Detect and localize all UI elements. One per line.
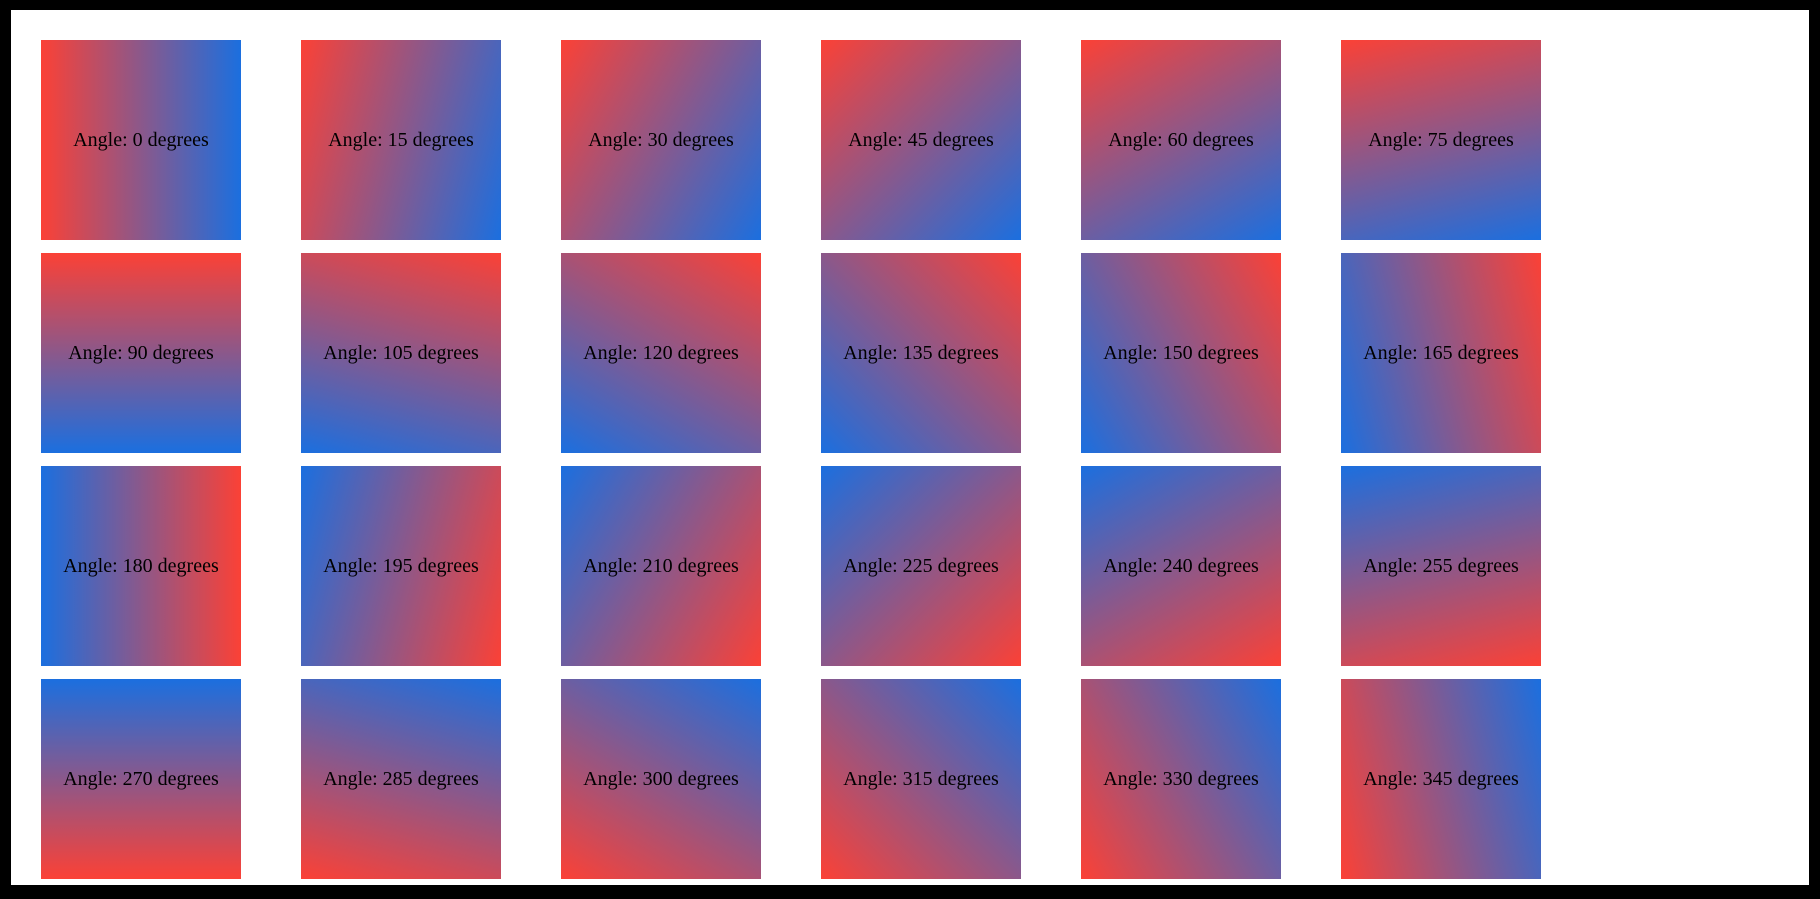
tile-label: Angle: 15 degrees xyxy=(328,129,474,151)
tile-label: Angle: 75 degrees xyxy=(1368,129,1514,151)
gradient-tile: Angle: 345 degrees xyxy=(1341,679,1541,879)
figure-surface: Angle: 0 degrees Angle: 15 degrees Angle: … xyxy=(11,10,1809,885)
tile-label: Angle: 30 degrees xyxy=(588,129,734,151)
gradient-tile: Angle: 90 degrees xyxy=(41,253,241,453)
tile-label: Angle: 180 degrees xyxy=(63,555,219,577)
gradient-tile: Angle: 165 degrees xyxy=(1341,253,1541,453)
tile-label: Angle: 270 degrees xyxy=(63,768,219,790)
tile-label: Angle: 330 degrees xyxy=(1103,768,1259,790)
gradient-tile: Angle: 240 degrees xyxy=(1081,466,1281,666)
tile-label: Angle: 195 degrees xyxy=(323,555,479,577)
gradient-tile: Angle: 300 degrees xyxy=(561,679,761,879)
tile-label: Angle: 255 degrees xyxy=(1363,555,1519,577)
gradient-tile: Angle: 45 degrees xyxy=(821,40,1021,240)
tile-label: Angle: 300 degrees xyxy=(583,768,739,790)
gradient-tile: Angle: 135 degrees xyxy=(821,253,1021,453)
gradient-tile: Angle: 285 degrees xyxy=(301,679,501,879)
tile-label: Angle: 150 degrees xyxy=(1103,342,1259,364)
tile-label: Angle: 60 degrees xyxy=(1108,129,1254,151)
gradient-tile: Angle: 105 degrees xyxy=(301,253,501,453)
tile-label: Angle: 90 degrees xyxy=(68,342,214,364)
gradient-tile: Angle: 330 degrees xyxy=(1081,679,1281,879)
tile-label: Angle: 240 degrees xyxy=(1103,555,1259,577)
tile-grid: Angle: 0 degrees Angle: 15 degrees Angle: … xyxy=(41,40,1541,879)
gradient-tile: Angle: 120 degrees xyxy=(561,253,761,453)
tile-label: Angle: 120 degrees xyxy=(583,342,739,364)
gradient-tile: Angle: 30 degrees xyxy=(561,40,761,240)
gradient-tile: Angle: 255 degrees xyxy=(1341,466,1541,666)
tile-label: Angle: 345 degrees xyxy=(1363,768,1519,790)
gradient-tile: Angle: 60 degrees xyxy=(1081,40,1281,240)
tile-label: Angle: 0 degrees xyxy=(73,129,209,151)
tile-label: Angle: 135 degrees xyxy=(843,342,999,364)
tile-label: Angle: 285 degrees xyxy=(323,768,479,790)
tile-label: Angle: 315 degrees xyxy=(843,768,999,790)
tile-label: Angle: 225 degrees xyxy=(843,555,999,577)
gradient-tile: Angle: 150 degrees xyxy=(1081,253,1281,453)
tile-label: Angle: 210 degrees xyxy=(583,555,739,577)
gradient-tile: Angle: 270 degrees xyxy=(41,679,241,879)
gradient-tile: Angle: 180 degrees xyxy=(41,466,241,666)
gradient-tile: Angle: 210 degrees xyxy=(561,466,761,666)
gradient-tile: Angle: 195 degrees xyxy=(301,466,501,666)
gradient-tile: Angle: 75 degrees xyxy=(1341,40,1541,240)
gradient-tile: Angle: 315 degrees xyxy=(821,679,1021,879)
gradient-tile: Angle: 0 degrees xyxy=(41,40,241,240)
tile-label: Angle: 165 degrees xyxy=(1363,342,1519,364)
gradient-tile: Angle: 15 degrees xyxy=(301,40,501,240)
tile-label: Angle: 105 degrees xyxy=(323,342,479,364)
gradient-tile: Angle: 225 degrees xyxy=(821,466,1021,666)
tile-label: Angle: 45 degrees xyxy=(848,129,994,151)
